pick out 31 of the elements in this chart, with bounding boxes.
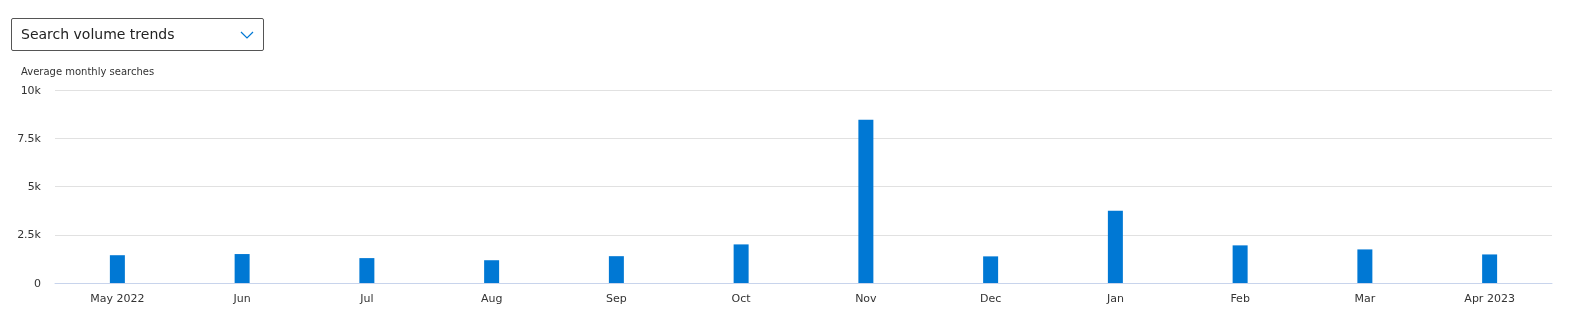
- x-tick-label: Jun: [232, 292, 251, 305]
- bar: [1357, 249, 1373, 283]
- bar: [359, 258, 375, 283]
- bar: [733, 244, 749, 283]
- x-tick-label: Mar: [1354, 292, 1376, 305]
- x-tick-label: Dec: [979, 292, 1002, 305]
- x-tick-label: Aug: [480, 292, 503, 305]
- bar: [1232, 245, 1248, 283]
- bar: [1107, 210, 1123, 283]
- bar: [234, 254, 250, 283]
- bar: [608, 256, 624, 283]
- y-tick-label: 5k: [27, 180, 42, 193]
- y-tick-label: 2.5k: [17, 228, 42, 242]
- y-tick-label: 0: [34, 276, 41, 290]
- x-tick-label: Apr 2023: [1464, 292, 1515, 305]
- y-axis-title: Average monthly searches: [21, 65, 155, 77]
- chart-title: Search volume trends: [21, 26, 175, 42]
- x-tick-label: Sep: [606, 292, 627, 305]
- x-tick-label: Oct: [731, 292, 752, 305]
- bar: [109, 255, 125, 283]
- bar: [858, 119, 874, 283]
- bar: [983, 256, 999, 283]
- x-tick-label: May 2022: [90, 292, 145, 305]
- bar: [1482, 254, 1498, 283]
- x-tick-label: Jan: [1105, 292, 1124, 305]
- x-tick-label: Jul: [359, 292, 374, 305]
- y-tick-label: 10k: [20, 83, 42, 97]
- bar: [484, 260, 500, 283]
- x-tick-label: Nov: [855, 292, 878, 305]
- y-tick-label: 7.5k: [17, 131, 42, 145]
- x-tick-label: Feb: [1230, 292, 1250, 305]
